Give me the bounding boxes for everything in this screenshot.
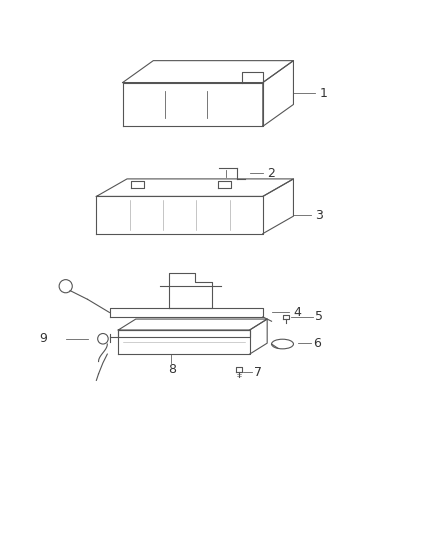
Text: 9: 9: [39, 332, 47, 345]
Text: 3: 3: [315, 208, 323, 222]
Text: 6: 6: [313, 337, 321, 350]
Text: 7: 7: [254, 366, 262, 379]
Text: 5: 5: [315, 310, 323, 324]
Text: 4: 4: [293, 306, 301, 319]
Text: 2: 2: [267, 167, 275, 180]
Text: 1: 1: [320, 87, 328, 100]
Text: 8: 8: [168, 363, 176, 376]
